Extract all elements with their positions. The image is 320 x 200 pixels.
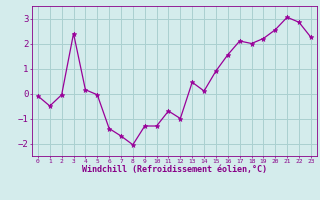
X-axis label: Windchill (Refroidissement éolien,°C): Windchill (Refroidissement éolien,°C) [82,165,267,174]
